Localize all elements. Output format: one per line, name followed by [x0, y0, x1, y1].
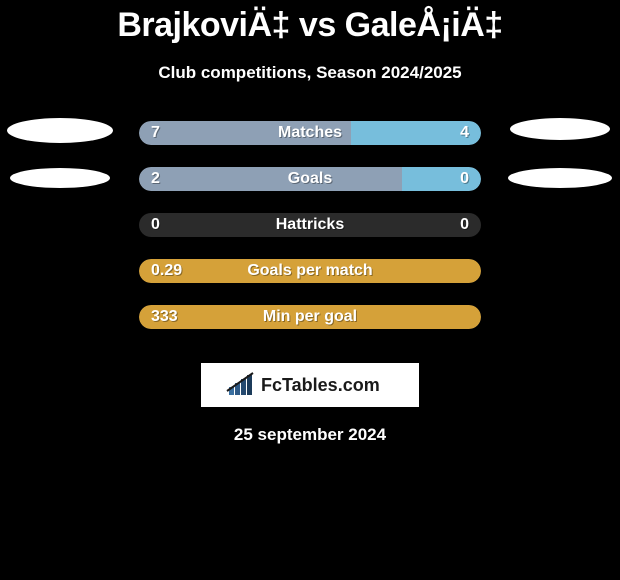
shadow-ellipse — [7, 118, 113, 143]
shadow-ellipse — [508, 168, 612, 188]
stat-label: Goals — [139, 167, 481, 191]
stat-label: Hattricks — [139, 213, 481, 237]
stat-bars: 74Matches 20Goals 00Hattricks 0.29Goals per… — [139, 121, 481, 329]
svg-text:FcTables.com: FcTables.com — [261, 375, 380, 395]
comparison-body: 74Matches 20Goals 00Hattricks 0.29Goals per… — [0, 121, 620, 341]
subtitle: Club competitions, Season 2024/2025 — [0, 63, 620, 83]
comparison-card: BrajkoviÄ‡ vs GaleÅ¡iÄ‡ Club competition… — [0, 0, 620, 580]
date-line: 25 september 2024 — [0, 425, 620, 445]
stat-row: 74Matches — [139, 121, 481, 145]
logo-box[interactable]: FcTables.com — [201, 363, 419, 407]
stat-row: 20Goals — [139, 167, 481, 191]
fctables-logo: FcTables.com — [225, 371, 395, 399]
stat-row: 0.29Goals per match — [139, 259, 481, 283]
stat-label: Min per goal — [139, 305, 481, 329]
shadow-ellipse — [510, 118, 610, 140]
stat-row: 333Min per goal — [139, 305, 481, 329]
page-title: BrajkoviÄ‡ vs GaleÅ¡iÄ‡ — [0, 6, 620, 45]
stat-label: Goals per match — [139, 259, 481, 283]
shadow-ellipse — [10, 168, 110, 188]
stat-label: Matches — [139, 121, 481, 145]
stat-row: 00Hattricks — [139, 213, 481, 237]
